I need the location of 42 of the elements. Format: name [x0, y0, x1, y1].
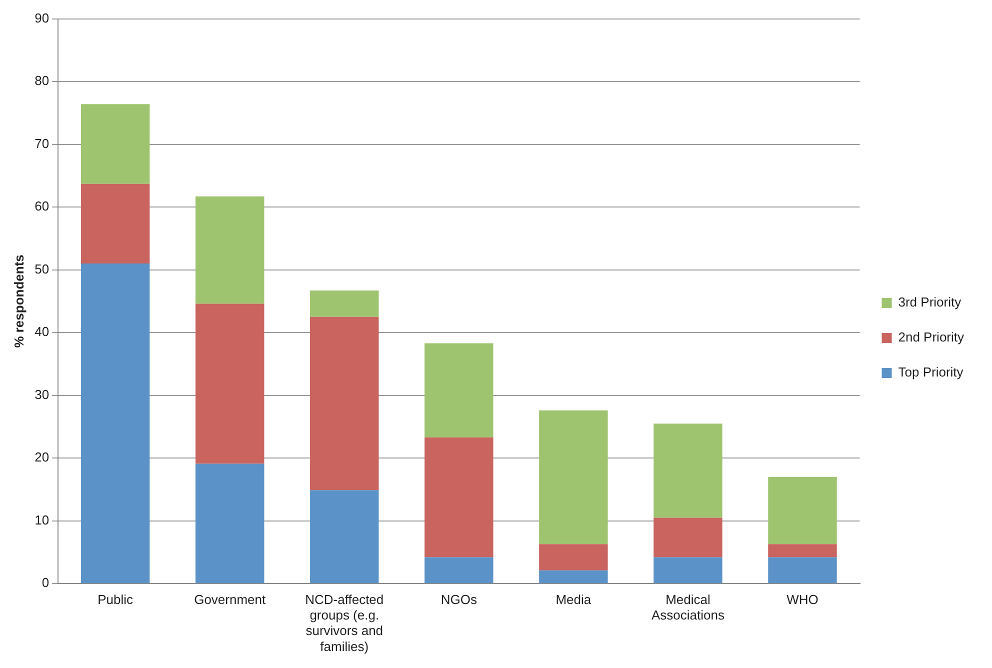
y-tick-label: 90	[34, 10, 50, 26]
bar	[80, 184, 150, 264]
bar	[80, 104, 150, 184]
bar	[539, 570, 608, 584]
x-tick-label: WHO	[786, 592, 818, 607]
legend-label: Top Priority	[898, 364, 964, 380]
y-tick-label: 40	[34, 324, 50, 340]
bar	[310, 290, 379, 317]
x-tick-label: NGOs	[440, 592, 478, 607]
bar	[539, 544, 608, 570]
bar	[768, 544, 837, 558]
y-tick-label: 50	[34, 261, 50, 276]
y-tick-label: 70	[34, 136, 50, 151]
bar	[310, 490, 379, 584]
y-tick-label: 10	[34, 512, 50, 528]
bar	[80, 264, 150, 584]
x-tick-label: Government	[194, 592, 266, 607]
y-tick-label: 20	[34, 450, 50, 465]
bar	[424, 343, 494, 438]
y-axis-title: % respondents	[11, 254, 26, 348]
bar	[768, 476, 837, 544]
bar	[195, 304, 264, 464]
y-tick-label: 80	[34, 73, 50, 88]
bar	[195, 196, 264, 304]
y-tick-label: 60	[34, 198, 50, 214]
x-tick-label: Medical Associations	[651, 592, 725, 623]
y-tick-label: 0	[42, 575, 50, 590]
bar	[654, 424, 722, 518]
legend-label: 3rd Priority	[898, 294, 962, 310]
y-tick-label: 30	[34, 386, 50, 402]
bar	[654, 518, 722, 558]
bar	[654, 557, 722, 584]
legend-label: 2nd Priority	[898, 330, 964, 345]
bar	[768, 557, 837, 584]
bar	[310, 316, 379, 490]
x-tick-label: Public	[98, 592, 134, 607]
bar	[424, 437, 494, 558]
bar	[195, 464, 264, 584]
x-tick-label: Media	[556, 592, 592, 607]
bar	[424, 557, 494, 584]
bar	[539, 410, 608, 544]
x-tick-label: NCD-affected groups (e.g. survivors and families)	[305, 592, 384, 654]
